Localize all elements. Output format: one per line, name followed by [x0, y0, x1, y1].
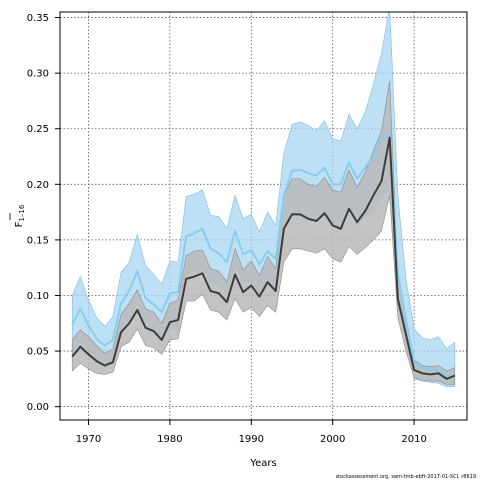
series-lines — [71, 133, 456, 380]
y-axis-title-main: F — [14, 221, 25, 227]
gridlines — [60, 12, 467, 420]
y-tick-label: 0.20 — [27, 180, 49, 191]
series-line-black — [71, 136, 456, 380]
y-tick-label: 0.10 — [27, 291, 49, 302]
x-tick-label: 1970 — [76, 434, 101, 445]
y-tick-label: 0.35 — [27, 13, 49, 24]
y-axis-title: F1–16 — [9, 204, 26, 227]
x-tick-label: 2000 — [320, 434, 345, 445]
y-tick-label: 0.15 — [27, 235, 49, 246]
y-tick-label: 0.25 — [27, 124, 49, 135]
axis-ticks: 1970 1980 1990 2000 2010 0.00 0.05 0.10 0.15 0.20… — [27, 13, 427, 445]
footer-note: stockassessment.org, sam-tmb-ebft-2017-0… — [336, 474, 476, 480]
y-tick-label: 0.00 — [27, 402, 49, 413]
x-tick-label: 2010 — [401, 434, 426, 445]
x-axis-title: Years — [249, 458, 276, 469]
svg-text:F1–16: F1–16 — [14, 204, 26, 227]
y-tick-label: 0.05 — [27, 347, 49, 358]
y-axis-title-sub: 1–16 — [18, 204, 26, 221]
x-tick-label: 1990 — [239, 434, 264, 445]
x-tick-label: 1980 — [157, 434, 182, 445]
plot-frame — [59, 11, 468, 421]
y-tick-label: 0.30 — [27, 69, 49, 80]
confidence-bands — [71, 12, 456, 387]
confidence-band-black — [71, 80, 456, 385]
